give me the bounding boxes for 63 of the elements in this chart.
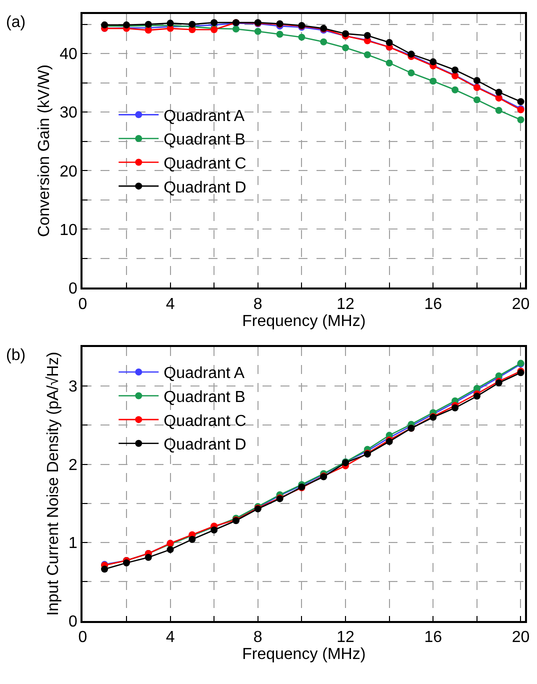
point [320, 38, 328, 46]
y-tick-label: 1 [68, 535, 78, 552]
text: (a) [6, 14, 26, 31]
x-tick-label: 8 [253, 628, 262, 646]
point [144, 554, 152, 561]
x-tick-label: 16 [424, 296, 442, 313]
y-tick-label: 40 [60, 46, 78, 64]
y-axis-title: Input Current Noise Density (pA/√Hz) [44, 352, 62, 616]
point [430, 58, 437, 66]
legend-label: Quadrant D [164, 179, 246, 196]
point [342, 30, 350, 38]
x-tick-label: 16 [424, 628, 442, 646]
x-tick-label: 8 [253, 296, 262, 313]
point [473, 96, 480, 104]
point [473, 392, 480, 400]
x-axis-title: Frequency (MHz) [242, 646, 366, 663]
legend-label: Quadrant C [164, 156, 246, 173]
point [495, 88, 502, 96]
point [166, 546, 174, 554]
legend-label: Quadrant D [164, 436, 246, 454]
y-tick-label: 10 [60, 222, 78, 239]
point [430, 78, 437, 85]
legend-label: Quadrant A [164, 365, 245, 382]
point [386, 38, 393, 46]
y-tick-label: 3 [68, 378, 78, 396]
x-axis-title: Frequency (MHz) [242, 312, 366, 330]
point [188, 536, 196, 543]
point [517, 116, 524, 124]
x-tick-label: 20 [512, 296, 530, 313]
y-tick-label: 0 [68, 280, 78, 298]
x-tick-label: 4 [166, 628, 175, 646]
text: (b) [6, 347, 26, 364]
point [166, 20, 174, 27]
legend-label: Quadrant B [164, 132, 246, 149]
point [517, 98, 524, 106]
point [101, 566, 108, 573]
point [342, 44, 350, 52]
legend-label: Quadrant A [164, 108, 245, 125]
y-axis-title: Conversion Gain (kV/W) [36, 64, 54, 238]
point [298, 34, 306, 41]
point [452, 66, 459, 74]
y-tick-label: 2 [68, 456, 78, 474]
x-tick-label: 12 [336, 296, 355, 313]
point [232, 26, 240, 33]
point [210, 526, 218, 534]
x-tick-label: 4 [166, 296, 175, 313]
point [408, 69, 415, 76]
y-tick-label: 30 [60, 104, 78, 122]
x-tick-label: 20 [512, 628, 530, 646]
point [364, 32, 371, 39]
legend-label: Quadrant B [164, 389, 246, 406]
point [276, 30, 284, 38]
point [364, 51, 371, 58]
point [495, 106, 502, 114]
point [144, 26, 152, 34]
point [254, 28, 262, 35]
legend-label: Quadrant C [164, 412, 246, 430]
x-tick-label: 12 [336, 628, 355, 646]
point [386, 59, 393, 66]
y-tick-label: 20 [60, 163, 78, 180]
y-tick-label: 0 [68, 613, 78, 630]
point [452, 86, 459, 94]
point [473, 77, 480, 84]
